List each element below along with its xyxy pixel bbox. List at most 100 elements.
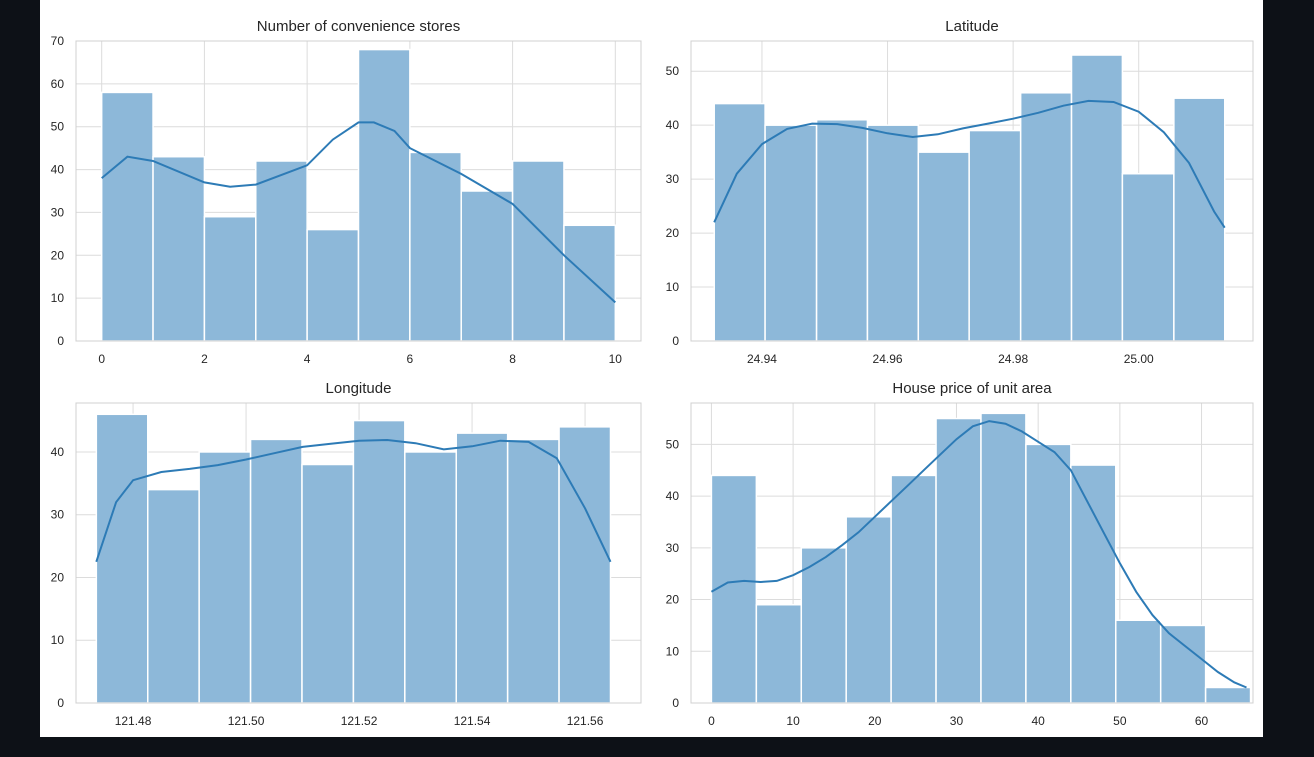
histogram-bar-7 — [460, 190, 514, 342]
histogram-bar-6 — [1019, 92, 1073, 342]
histogram-bar-5 — [352, 419, 406, 704]
xtick-label: 10 — [609, 352, 623, 366]
xtick-label: 6 — [407, 352, 414, 366]
ytick-label: 20 — [666, 226, 680, 240]
histogram-bar-5 — [935, 417, 982, 704]
xtick-label: 121.50 — [228, 714, 265, 728]
histogram-bar-6 — [980, 412, 1027, 704]
xtick-label: 24.96 — [873, 352, 903, 366]
xtick-label: 20 — [868, 714, 882, 728]
histogram-bar-8 — [1121, 172, 1175, 342]
ytick-label: 40 — [51, 445, 65, 459]
kde-line — [710, 420, 1247, 689]
xtick-label: 30 — [950, 714, 964, 728]
histogram-bar-2 — [203, 215, 257, 342]
histogram-bar-4 — [301, 463, 355, 704]
xtick-label: 0 — [98, 352, 105, 366]
kde-line — [101, 121, 616, 304]
histogram-bar-10 — [1159, 624, 1207, 704]
histogram-bar-7 — [1025, 443, 1072, 704]
chart-title: Longitude — [326, 380, 392, 397]
chart-latitude: Latitude 0 10 20 30 40 50 24.94 24.96 24.98 25.00 — [666, 18, 1254, 366]
ytick-label: 20 — [51, 570, 65, 584]
histogram-bar-6 — [409, 151, 462, 342]
ytick-label: 50 — [666, 64, 680, 78]
ytick-label: 70 — [51, 34, 65, 48]
histogram-grid-figure: Number of convenience stores010203040506… — [51, 18, 1254, 728]
chart-longitude: Longitude 0 10 20 30 40 121.48 121.50 121.52 121.… — [51, 380, 642, 728]
xtick-label: 8 — [509, 352, 516, 366]
histogram-bar-1 — [764, 124, 818, 342]
ytick-label: 30 — [666, 172, 680, 186]
histogram-bar-6 — [404, 451, 457, 704]
chart-title: House price of unit area — [892, 380, 1052, 397]
ytick-label: 10 — [51, 633, 65, 647]
axes-frame — [75, 402, 642, 704]
xtick-label: 24.98 — [998, 352, 1028, 366]
histogram-bar-8 — [506, 438, 560, 704]
chart-convenience-stores: Number of convenience stores010203040506… — [51, 18, 642, 366]
xtick-label: 121.56 — [567, 714, 604, 728]
ytick-label: 10 — [51, 291, 65, 305]
histogram-bar-1 — [152, 155, 206, 342]
axes-frame — [690, 402, 1254, 704]
histogram-bar-0 — [710, 474, 758, 704]
ytick-label: 0 — [672, 334, 679, 348]
histogram-bar-3 — [255, 160, 308, 342]
histogram-bar-4 — [890, 474, 937, 704]
ytick-label: 20 — [666, 593, 680, 607]
xtick-label: 10 — [786, 714, 800, 728]
kde-line — [713, 99, 1226, 229]
xtick-label: 24.94 — [747, 352, 777, 366]
ytick-label: 20 — [51, 248, 65, 262]
ytick-label: 30 — [51, 508, 65, 522]
ytick-label: 10 — [666, 644, 680, 658]
ytick-label: 50 — [51, 120, 65, 134]
histogram-bar-0 — [95, 413, 149, 704]
histogram-bar-0 — [100, 91, 154, 342]
histogram-bar-0 — [713, 102, 766, 342]
ytick-label: 50 — [666, 437, 680, 451]
xtick-label: 4 — [304, 352, 311, 366]
histogram-bar-3 — [866, 124, 920, 342]
histogram-bar-11 — [1204, 686, 1252, 704]
histogram-bar-4 — [306, 228, 360, 342]
ytick-label: 60 — [51, 77, 65, 91]
xtick-label: 121.54 — [454, 714, 491, 728]
histogram-bar-7 — [1070, 54, 1124, 342]
xtick-label: 0 — [708, 714, 715, 728]
ytick-label: 40 — [51, 163, 65, 177]
xtick-label: 121.52 — [341, 714, 378, 728]
ytick-label: 0 — [672, 696, 679, 710]
ytick-label: 10 — [666, 280, 680, 294]
histogram-bar-9 — [558, 426, 612, 704]
ytick-label: 0 — [57, 334, 64, 348]
histogram-bar-9 — [1173, 97, 1226, 342]
ytick-label: 0 — [57, 696, 64, 710]
histogram-bar-2 — [198, 451, 252, 704]
histogram-bar-1 — [147, 488, 200, 704]
xtick-label: 50 — [1113, 714, 1127, 728]
xtick-label: 2 — [201, 352, 208, 366]
chart-house-price: House price of unit area 0 10 20 30 40 50 0 10 20… — [666, 380, 1254, 728]
axes-frame — [75, 40, 642, 342]
xtick-label: 121.48 — [115, 714, 152, 728]
xtick-label: 25.00 — [1124, 352, 1154, 366]
histogram-bar-5 — [357, 48, 411, 342]
ytick-label: 30 — [51, 205, 65, 219]
chart-title: Number of convenience stores — [257, 18, 460, 35]
histogram-bar-1 — [755, 603, 803, 704]
histogram-bar-8 — [1070, 464, 1117, 704]
histogram-bar-9 — [1115, 619, 1162, 704]
histogram-bar-3 — [249, 438, 303, 704]
figure-panel: Number of convenience stores 0 10 20 30 40 50 6… — [40, 0, 1263, 737]
histogram-bar-9 — [563, 224, 617, 342]
ytick-label: 40 — [666, 489, 680, 503]
histogram-bar-2 — [800, 547, 847, 704]
axes-frame — [690, 40, 1254, 342]
xtick-label: 40 — [1031, 714, 1045, 728]
ytick-label: 40 — [666, 118, 680, 132]
histogram-bar-5 — [968, 129, 1022, 342]
histogram-bar-3 — [845, 516, 892, 704]
histogram-bar-7 — [455, 432, 509, 704]
